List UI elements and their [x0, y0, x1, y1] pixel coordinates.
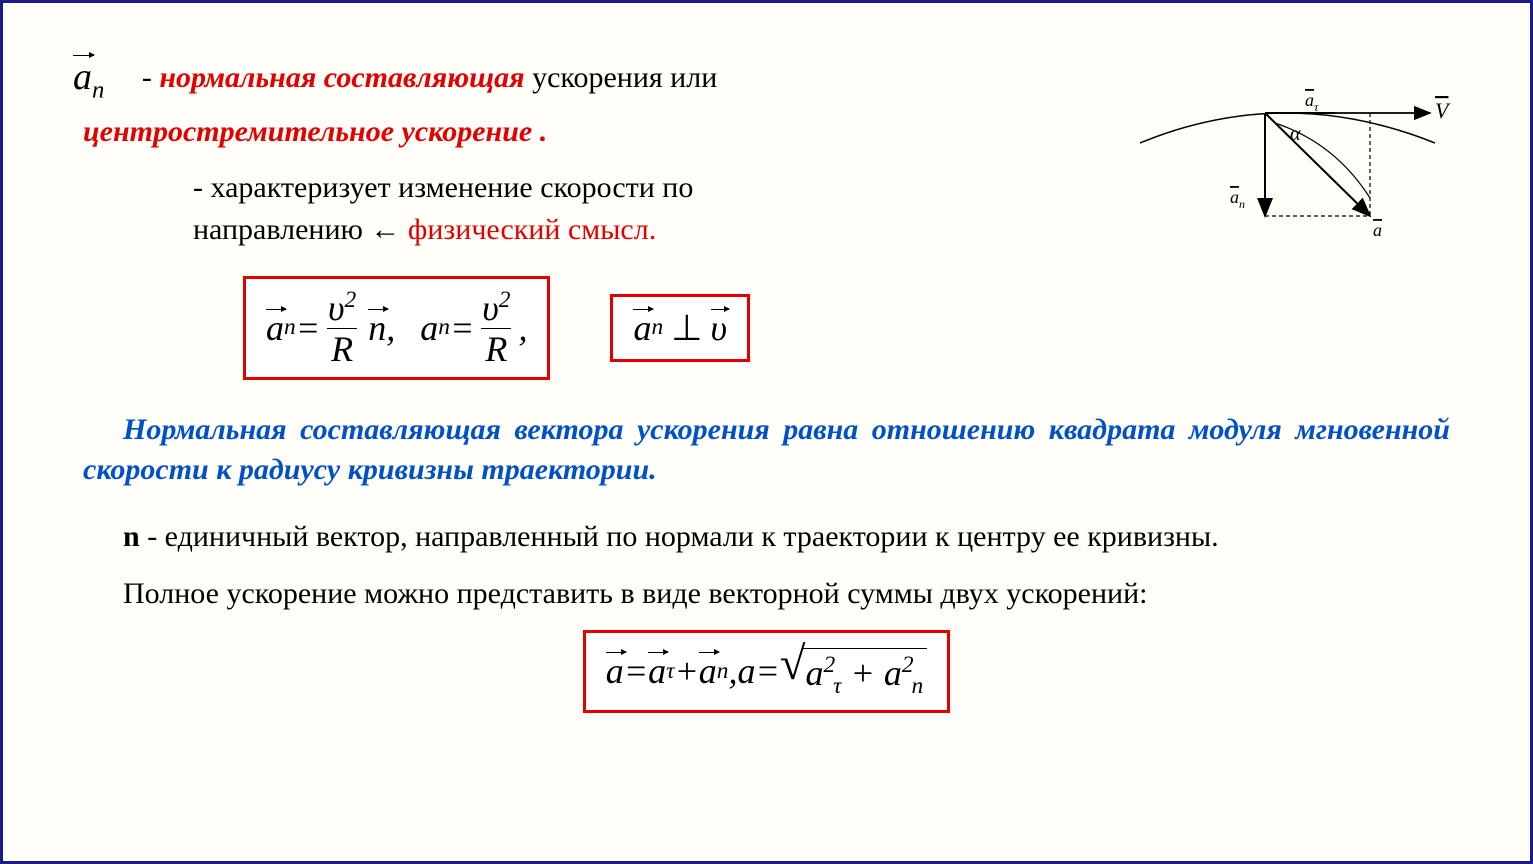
- f1-v2: υ: [482, 288, 499, 328]
- f1-a2: a: [420, 307, 438, 349]
- f3-tau2: τ: [833, 673, 841, 699]
- n-bold: n: [123, 520, 140, 553]
- f1-sq2: 2: [499, 287, 511, 313]
- heading-red: нормальная составляющая: [159, 61, 524, 94]
- f3-a5: a: [805, 653, 823, 693]
- f1-v1: υ: [328, 288, 345, 328]
- physical-meaning: - характеризует изменение скорости по на…: [193, 167, 813, 251]
- f1-c2: ,: [518, 307, 527, 349]
- f1-R1: R: [327, 328, 357, 367]
- svg-text:aτ: aτ: [1305, 90, 1319, 114]
- f3-tau: τ: [666, 658, 674, 685]
- formula-row-1: an = υ2 R n, an = υ2 R , an ⊥ υ: [243, 276, 1460, 380]
- formula-box-an: an = υ2 R n, an = υ2 R ,: [243, 276, 550, 380]
- svg-text:V: V: [1435, 98, 1451, 123]
- f3-a1: a: [606, 651, 624, 691]
- f1-n2: n: [438, 314, 450, 341]
- f2-perp: ⊥: [671, 307, 702, 349]
- f1-nvec: n: [368, 308, 386, 348]
- f3-n2: n: [912, 673, 924, 699]
- n-vector-definition: n - единичный вектор, направленный по но…: [83, 516, 1450, 558]
- f2-v: υ: [711, 308, 728, 348]
- f3-plus2: +: [851, 653, 884, 693]
- f3-a6: a: [884, 653, 902, 693]
- f2-n: n: [651, 314, 663, 341]
- sub-n: n: [92, 77, 104, 104]
- svg-text:α: α: [1290, 123, 1301, 145]
- formula-box-perp: an ⊥ υ: [610, 294, 750, 362]
- f3-a3: a: [699, 651, 717, 691]
- symbol-a-n: an: [73, 53, 104, 107]
- svg-text:an: an: [1230, 187, 1245, 211]
- f1-eq2: =: [450, 307, 474, 349]
- formula-row-2: a = aτ + an , a = √ a2τ + a2n: [73, 630, 1460, 713]
- f2-a: a: [633, 308, 651, 348]
- total-accel-text: Полное ускорение можно представить в вид…: [83, 573, 1450, 615]
- f3-plus: +: [674, 650, 698, 692]
- heading-tail: ускорения или: [532, 61, 717, 94]
- f1-eq1: =: [296, 307, 320, 349]
- f3-a4: a: [737, 650, 755, 692]
- blue-definition: Нормальная составляющая вектора ускорени…: [83, 410, 1450, 491]
- n-text: - единичный вектор, направленный по норм…: [140, 520, 1219, 553]
- phys-red: физический смысл.: [408, 213, 656, 246]
- svg-text:a: a: [1373, 220, 1382, 240]
- dash: -: [142, 61, 160, 94]
- vector-diagram: aτ V α an a: [1135, 88, 1455, 258]
- f3-n: n: [717, 658, 729, 685]
- f1-a1: a: [266, 308, 284, 348]
- f3-a2: a: [648, 651, 666, 691]
- f1-R2: R: [481, 328, 511, 367]
- f3-eq2: =: [755, 650, 779, 692]
- vec-a: a: [73, 56, 92, 98]
- slide-frame: an - нормальная составляющая ускорения и…: [0, 0, 1533, 864]
- f3-comma: ,: [728, 650, 737, 692]
- formula-box-total: a = aτ + an , a = √ a2τ + a2n: [583, 630, 950, 713]
- f1-sq1: 2: [345, 287, 357, 313]
- f1-c1: ,: [386, 307, 395, 349]
- f1-n1: n: [284, 314, 296, 341]
- f3-eq1: =: [624, 650, 648, 692]
